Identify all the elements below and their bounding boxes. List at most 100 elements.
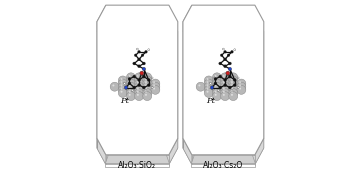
Circle shape: [237, 85, 246, 94]
Circle shape: [204, 82, 213, 91]
Circle shape: [143, 76, 152, 85]
Circle shape: [135, 82, 144, 91]
Circle shape: [136, 48, 138, 50]
Circle shape: [126, 92, 135, 101]
Circle shape: [135, 92, 144, 101]
Circle shape: [110, 82, 119, 91]
Circle shape: [215, 91, 217, 93]
Circle shape: [228, 62, 231, 65]
Circle shape: [131, 89, 133, 91]
Circle shape: [228, 75, 231, 78]
Circle shape: [215, 81, 217, 83]
Circle shape: [137, 78, 140, 81]
Circle shape: [153, 81, 155, 83]
Circle shape: [151, 82, 160, 91]
Circle shape: [215, 88, 217, 90]
Circle shape: [206, 78, 209, 80]
Circle shape: [204, 76, 213, 85]
Circle shape: [143, 85, 152, 94]
Circle shape: [229, 85, 238, 94]
Circle shape: [229, 92, 238, 101]
Circle shape: [199, 84, 200, 87]
Circle shape: [137, 84, 140, 87]
Circle shape: [233, 84, 236, 87]
Circle shape: [147, 84, 150, 87]
Circle shape: [213, 79, 222, 88]
Circle shape: [137, 81, 139, 83]
Polygon shape: [183, 15, 264, 165]
Polygon shape: [183, 138, 192, 165]
Circle shape: [145, 91, 147, 93]
Circle shape: [231, 84, 233, 87]
Circle shape: [133, 62, 136, 65]
Circle shape: [124, 82, 126, 84]
Circle shape: [213, 92, 222, 101]
Circle shape: [129, 91, 131, 93]
Circle shape: [237, 87, 239, 88]
Circle shape: [213, 76, 222, 85]
Circle shape: [223, 78, 225, 80]
Circle shape: [137, 65, 140, 68]
Circle shape: [227, 54, 230, 57]
Polygon shape: [255, 138, 264, 165]
Circle shape: [138, 51, 140, 53]
Circle shape: [145, 84, 147, 87]
Circle shape: [219, 86, 222, 89]
Circle shape: [143, 75, 145, 78]
Circle shape: [137, 94, 139, 96]
Circle shape: [204, 88, 213, 97]
Circle shape: [215, 75, 217, 77]
Circle shape: [129, 81, 131, 83]
Circle shape: [213, 85, 222, 94]
Polygon shape: [105, 155, 169, 164]
Circle shape: [145, 78, 147, 80]
Circle shape: [223, 91, 225, 93]
Circle shape: [220, 54, 223, 57]
Polygon shape: [97, 5, 178, 155]
Circle shape: [128, 82, 131, 85]
Circle shape: [153, 88, 155, 90]
Circle shape: [229, 88, 238, 97]
Polygon shape: [97, 138, 106, 165]
Text: Pt: Pt: [120, 97, 129, 105]
Circle shape: [124, 86, 128, 89]
Polygon shape: [191, 164, 255, 168]
Circle shape: [221, 79, 229, 88]
Circle shape: [143, 73, 152, 82]
Circle shape: [215, 84, 217, 87]
Circle shape: [135, 73, 144, 82]
Circle shape: [224, 51, 227, 53]
Circle shape: [129, 88, 131, 90]
Circle shape: [210, 86, 214, 89]
Circle shape: [133, 86, 136, 89]
Circle shape: [135, 79, 144, 88]
Circle shape: [118, 76, 127, 85]
Circle shape: [145, 75, 147, 77]
Circle shape: [231, 89, 233, 91]
Circle shape: [239, 88, 241, 90]
Circle shape: [215, 78, 217, 80]
Circle shape: [231, 91, 233, 93]
Circle shape: [137, 78, 139, 80]
Circle shape: [206, 91, 209, 93]
Circle shape: [118, 82, 127, 91]
Circle shape: [126, 82, 135, 91]
Circle shape: [226, 71, 230, 75]
Circle shape: [133, 75, 136, 78]
Circle shape: [221, 76, 229, 85]
Circle shape: [229, 73, 238, 82]
Circle shape: [206, 84, 209, 87]
Polygon shape: [97, 15, 178, 165]
Circle shape: [204, 79, 213, 88]
Circle shape: [213, 88, 222, 97]
Circle shape: [224, 65, 227, 68]
Circle shape: [145, 81, 147, 83]
Circle shape: [121, 81, 122, 83]
Circle shape: [118, 88, 127, 97]
Text: Al₂O₃·Cs₂O: Al₂O₃·Cs₂O: [203, 161, 243, 170]
Circle shape: [223, 75, 225, 77]
Circle shape: [135, 85, 144, 94]
Circle shape: [143, 82, 152, 91]
Circle shape: [237, 82, 246, 91]
Circle shape: [148, 49, 150, 51]
